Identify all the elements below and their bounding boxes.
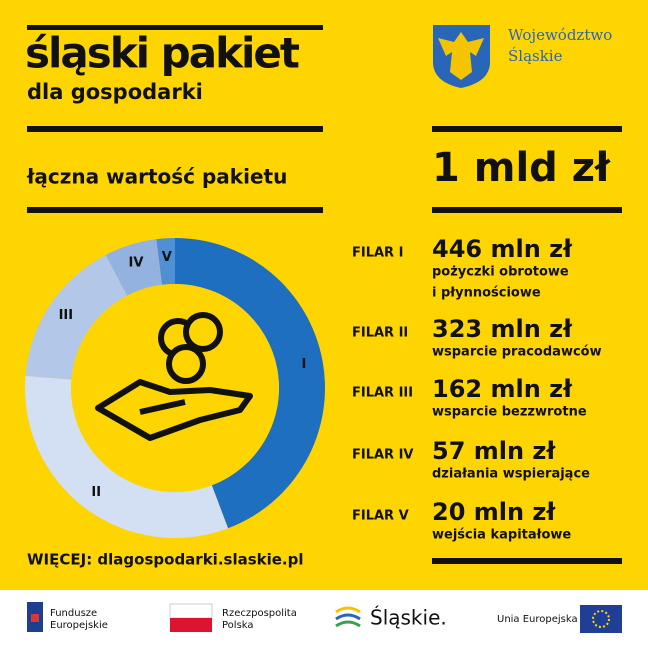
org-name: Śląskie — [508, 47, 563, 65]
subtitle: dla gospodarki — [27, 80, 203, 104]
rule — [27, 126, 323, 132]
segment-label: V — [162, 250, 172, 265]
footer-logo-text: Fundusze — [50, 608, 97, 619]
logo-slaskie — [335, 606, 361, 628]
total-label: łączna wartość pakietu — [26, 165, 287, 189]
donut-segment — [156, 238, 175, 285]
segment-label: IV — [129, 255, 144, 270]
pillar-value: 20 mln zł — [432, 498, 556, 526]
pillar-description: wejścia kapitałowe — [432, 528, 571, 543]
pillar-description: pożyczki obrotowe — [432, 265, 569, 280]
pillar-name: FILAR I — [352, 246, 403, 261]
title: śląski pakiet — [25, 29, 300, 78]
rule — [27, 207, 323, 213]
pillar-name: FILAR V — [352, 509, 409, 524]
pillar-name: FILAR II — [352, 326, 408, 341]
pillar-description: wsparcie pracodawców — [432, 345, 602, 360]
pillar-description: działania wspierające — [432, 467, 590, 482]
donut-hole — [71, 284, 279, 492]
rule — [27, 25, 323, 30]
footer-logo-text: Rzeczpospolita — [222, 608, 297, 619]
pillar-name: FILAR III — [352, 386, 413, 401]
more-link: WIĘCEJ: dlagospodarki.slaskie.pl — [27, 551, 304, 569]
segment-label: II — [91, 485, 101, 500]
logo-pl — [169, 603, 213, 632]
logo-eu — [580, 605, 622, 633]
coat-of-arms — [433, 25, 490, 88]
pillars: FILAR I 446 mln zł pożyczki obrotowe i płyn… — [352, 235, 602, 543]
footer-logo-text: Europejskie — [50, 620, 108, 631]
pillar-description: wsparcie bezzwrotne — [432, 405, 587, 420]
donut-segment — [105, 239, 163, 296]
footer-background — [0, 590, 648, 649]
rule — [432, 126, 622, 132]
segment-label: III — [59, 308, 74, 323]
pillar-value: 446 mln zł — [432, 235, 573, 263]
pillar-value: 323 mln zł — [432, 315, 573, 343]
org-name: Województwo — [508, 26, 612, 44]
pillar-name: FILAR IV — [352, 448, 414, 463]
donut-segment — [25, 375, 229, 539]
total-value: 1 mld zł — [432, 145, 611, 191]
segment-label: I — [301, 357, 306, 372]
footer-logo-text: Unia Europejska — [497, 614, 578, 625]
rule — [432, 207, 622, 213]
pillar-value: 162 mln zł — [432, 375, 573, 403]
donut-segment — [25, 254, 127, 380]
footer-logo-text: Śląskie. — [370, 606, 447, 630]
pillar-description: i płynnościowe — [432, 286, 541, 301]
footer-logo-text: Polska — [222, 620, 254, 631]
pillar-value: 57 mln zł — [432, 437, 556, 465]
rule — [432, 558, 622, 564]
logo-fe — [27, 602, 43, 632]
icon — [95, 312, 253, 441]
donut-segment — [175, 238, 326, 529]
